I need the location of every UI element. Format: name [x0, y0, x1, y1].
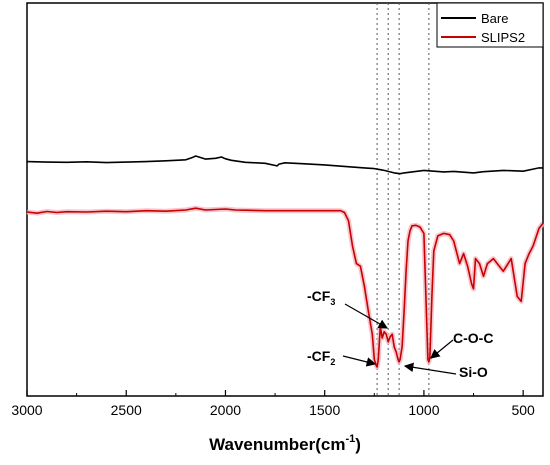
series-layer — [26, 155, 545, 370]
x-tick-label-500: 500 — [511, 402, 535, 418]
annotation-arrow-2 — [430, 339, 454, 359]
annotation-label-0: -CF3 — [307, 288, 335, 307]
series-line-slips2 — [26, 207, 544, 368]
annotation-arrow-1 — [342, 355, 377, 367]
legend: Bare SLIPS2 — [436, 2, 544, 48]
annotation-arrow-3 — [403, 362, 457, 375]
x-axis-title-sup: -1 — [345, 433, 355, 445]
annotation-arrow-0 — [344, 303, 389, 329]
legend-box — [436, 2, 544, 48]
series-line-bare — [26, 155, 543, 175]
x-axis-title: Wavenumber(cm-1) — [209, 433, 361, 454]
legend-label-slips2: SLIPS2 — [481, 30, 525, 45]
x-tick-label-1500: 1500 — [309, 402, 340, 418]
annotation-label-3: Si-O — [459, 364, 488, 380]
plot-frame — [26, 2, 544, 397]
x-ticks: 3000 2500 2000 1500 1000 500 — [11, 390, 535, 418]
annotation-label-2: C-O-C — [453, 330, 493, 346]
reference-lines — [376, 3, 430, 396]
legend-label-bare: Bare — [481, 11, 508, 26]
x-axis-title-main: Wavenumber(cm — [209, 435, 345, 454]
x-tick-label-2000: 2000 — [210, 402, 241, 418]
x-tick-label-3000: 3000 — [11, 402, 42, 418]
annotations: -CF3 -CF2 C-O-C Si-O — [307, 288, 493, 380]
x-tick-label-1000: 1000 — [408, 402, 439, 418]
annotation-label-1: -CF2 — [307, 348, 335, 367]
x-axis-title-close: ) — [355, 435, 361, 454]
x-tick-label-2500: 2500 — [111, 402, 142, 418]
